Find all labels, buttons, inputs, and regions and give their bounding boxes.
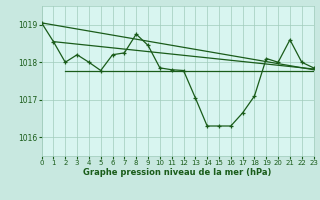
- X-axis label: Graphe pression niveau de la mer (hPa): Graphe pression niveau de la mer (hPa): [84, 168, 272, 177]
